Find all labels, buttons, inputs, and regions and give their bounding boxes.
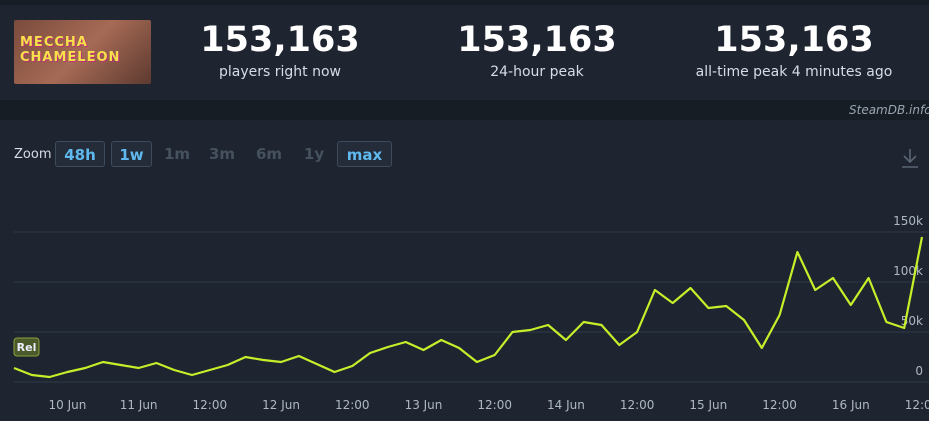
annotation: Rel — [17, 341, 37, 354]
stat-value: 153,163 — [714, 20, 874, 60]
x-tick-label: 12:00 — [193, 398, 228, 412]
zoom-button[interactable]: 3m — [208, 145, 236, 163]
y-tick-label: 100k — [893, 264, 923, 278]
x-tick-label: 12:00 — [620, 398, 655, 412]
watermark: SteamDB.info — [849, 103, 929, 117]
zoom-label: Zoom — [14, 147, 52, 162]
stat-label: 24-hour peak — [490, 64, 584, 80]
zoom-button[interactable]: 1m — [163, 145, 191, 163]
y-tick-label: 0 — [915, 364, 923, 378]
stat-value: 153,163 — [200, 20, 360, 60]
x-tick-label: 12 Jun — [262, 398, 300, 412]
zoom-button[interactable]: 48h — [55, 141, 105, 167]
x-tick-label: 12:00 — [477, 398, 512, 412]
x-tick-label: 15 Jun — [689, 398, 727, 412]
x-tick-label: 12:00 — [335, 398, 370, 412]
stats-panel — [0, 5, 929, 100]
y-tick-label: 150k — [893, 214, 923, 228]
x-tick-label: 16 Jun — [832, 398, 870, 412]
stat: 153,163 all-time peak 4 minutes ago — [669, 18, 919, 80]
series-line — [13, 236, 924, 379]
chart-panel — [0, 120, 929, 421]
x-tick-label: 10 Jun — [48, 398, 86, 412]
stat-label: all-time peak 4 minutes ago — [695, 64, 893, 80]
x-tick-label: 11 Jun — [120, 398, 158, 412]
zoom-button[interactable]: 1y — [303, 145, 325, 163]
x-tick-label: 12:00 — [905, 398, 929, 412]
x-tick-label: 13 Jun — [405, 398, 443, 412]
zoom-button[interactable]: 1w — [111, 141, 152, 167]
stat: 153,163 24-hour peak — [412, 18, 662, 80]
game-logo[interactable]: MECCHA CHAMELEON — [14, 20, 151, 84]
zoom-button[interactable]: 6m — [255, 145, 283, 163]
logo-text: MECCHA CHAMELEON — [20, 35, 121, 65]
stat-label: players right now — [219, 64, 341, 80]
download-icon[interactable] — [900, 147, 920, 169]
x-tick-label: 14 Jun — [547, 398, 585, 412]
zoom-button[interactable]: max — [337, 141, 392, 167]
stat-value: 153,163 — [457, 20, 617, 60]
annotation-badge — [13, 337, 40, 357]
stat: 153,163 players right now — [155, 18, 405, 80]
x-tick-label: 12:00 — [762, 398, 797, 412]
